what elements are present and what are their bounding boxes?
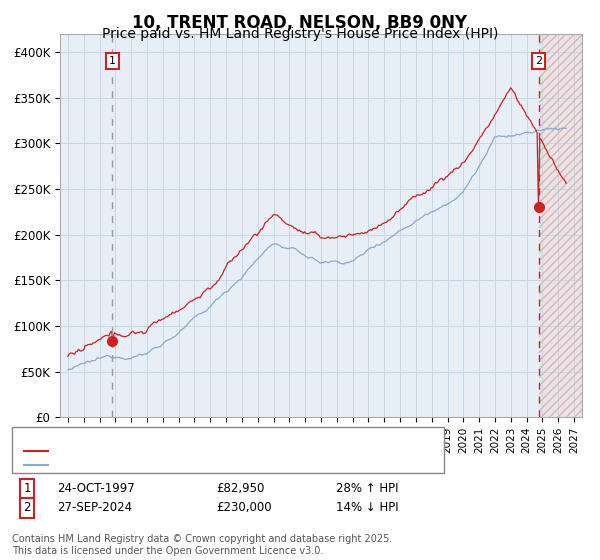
Text: 27-SEP-2024: 27-SEP-2024 xyxy=(57,501,132,515)
Text: 10, TRENT ROAD, NELSON, BB9 0NY: 10, TRENT ROAD, NELSON, BB9 0NY xyxy=(133,14,467,32)
Text: £230,000: £230,000 xyxy=(216,501,272,515)
Text: Price paid vs. HM Land Registry's House Price Index (HPI): Price paid vs. HM Land Registry's House … xyxy=(102,27,498,41)
Text: 2: 2 xyxy=(535,56,542,66)
Text: 28% ↑ HPI: 28% ↑ HPI xyxy=(336,482,398,495)
Text: 1: 1 xyxy=(109,56,116,66)
Text: £82,950: £82,950 xyxy=(216,482,265,495)
Text: HPI: Average price, detached house, Pendle: HPI: Average price, detached house, Pend… xyxy=(54,460,298,470)
Text: 24-OCT-1997: 24-OCT-1997 xyxy=(57,482,135,495)
Bar xyxy=(539,34,582,417)
Bar xyxy=(539,34,582,417)
Text: 10, TRENT ROAD, NELSON, BB9 0NY (detached house): 10, TRENT ROAD, NELSON, BB9 0NY (detache… xyxy=(54,446,357,456)
Text: 1: 1 xyxy=(23,482,31,495)
Text: 14% ↓ HPI: 14% ↓ HPI xyxy=(336,501,398,515)
Text: 2: 2 xyxy=(23,501,31,515)
Text: Contains HM Land Registry data © Crown copyright and database right 2025.
This d: Contains HM Land Registry data © Crown c… xyxy=(12,534,392,556)
